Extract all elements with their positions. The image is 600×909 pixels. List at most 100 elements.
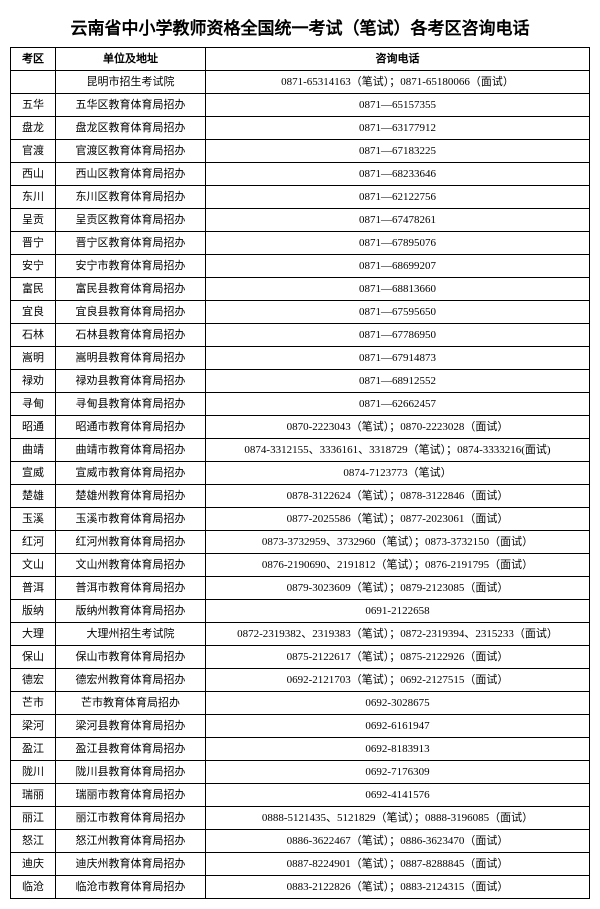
table-row: 德宏德宏州教育体育局招办0692-2121703（笔试）；0692-212751… [11,669,590,692]
cell-unit: 芒市教育体育局招办 [56,692,206,715]
cell-area: 安宁 [11,255,56,278]
table-row: 怒江怒江州教育体育局招办0886-3622467（笔试）；0886-362347… [11,830,590,853]
cell-area [11,71,56,94]
cell-unit: 红河州教育体育局招办 [56,531,206,554]
cell-area: 曲靖 [11,439,56,462]
cell-area: 陇川 [11,761,56,784]
cell-phone: 0874-3312155、3336161、3318729（笔试）；0874-33… [206,439,590,462]
header-area: 考区 [11,48,56,71]
cell-area: 宣威 [11,462,56,485]
cell-unit: 梁河县教育体育局招办 [56,715,206,738]
cell-unit: 玉溪市教育体育局招办 [56,508,206,531]
cell-phone: 0876-2190690、2191812（笔试）；0876-2191795（面试… [206,554,590,577]
cell-area: 怒江 [11,830,56,853]
table-row: 版纳版纳州教育体育局招办0691-2122658 [11,600,590,623]
table-row: 保山保山市教育体育局招办0875-2122617（笔试）；0875-212292… [11,646,590,669]
table-row: 大理大理州招生考试院0872-2319382、2319383（笔试）；0872-… [11,623,590,646]
table-row: 官渡官渡区教育体育局招办0871—67183225 [11,140,590,163]
header-unit: 单位及地址 [56,48,206,71]
table-row: 瑞丽瑞丽市教育体育局招办0692-4141576 [11,784,590,807]
table-row: 文山文山州教育体育局招办0876-2190690、2191812（笔试）；087… [11,554,590,577]
cell-area: 晋宁 [11,232,56,255]
cell-area: 芒市 [11,692,56,715]
table-row: 寻甸寻甸县教育体育局招办0871—62662457 [11,393,590,416]
table-header-row: 考区 单位及地址 咨询电话 [11,48,590,71]
cell-phone: 0871—68912552 [206,370,590,393]
cell-phone: 0692-4141576 [206,784,590,807]
table-row: 禄劝禄劝县教育体育局招办0871—68912552 [11,370,590,393]
table-row: 西山西山区教育体育局招办0871—68233646 [11,163,590,186]
cell-unit: 迪庆州教育体育局招办 [56,853,206,876]
cell-area: 德宏 [11,669,56,692]
table-row: 五华五华区教育体育局招办0871—65157355 [11,94,590,117]
cell-area: 盈江 [11,738,56,761]
cell-unit: 怒江州教育体育局招办 [56,830,206,853]
cell-phone: 0875-2122617（笔试）；0875-2122926（面试） [206,646,590,669]
cell-phone: 0692-2121703（笔试）；0692-2127515（面试） [206,669,590,692]
cell-area: 嵩明 [11,347,56,370]
cell-unit: 昭通市教育体育局招办 [56,416,206,439]
cell-phone: 0871—63177912 [206,117,590,140]
cell-phone: 0871—67786950 [206,324,590,347]
cell-area: 迪庆 [11,853,56,876]
table-row: 盈江盈江县教育体育局招办0692-8183913 [11,738,590,761]
cell-unit: 安宁市教育体育局招办 [56,255,206,278]
table-row: 东川东川区教育体育局招办0871—62122756 [11,186,590,209]
table-row: 宣威宣威市教育体育局招办0874-7123773（笔试） [11,462,590,485]
cell-phone: 0871—67183225 [206,140,590,163]
cell-unit: 陇川县教育体育局招办 [56,761,206,784]
cell-phone: 0886-3622467（笔试）；0886-3623470（面试） [206,830,590,853]
table-row: 红河红河州教育体育局招办0873-3732959、3732960（笔试）；087… [11,531,590,554]
cell-phone: 0887-8224901（笔试）；0887-8288845（面试） [206,853,590,876]
cell-unit: 富民县教育体育局招办 [56,278,206,301]
cell-area: 文山 [11,554,56,577]
cell-unit: 盈江县教育体育局招办 [56,738,206,761]
cell-unit: 禄劝县教育体育局招办 [56,370,206,393]
table-row: 安宁安宁市教育体育局招办0871—68699207 [11,255,590,278]
cell-unit: 官渡区教育体育局招办 [56,140,206,163]
contact-table: 考区 单位及地址 咨询电话 昆明市招生考试院0871-65314163（笔试）；… [10,47,590,899]
table-row: 芒市芒市教育体育局招办0692-3028675 [11,692,590,715]
table-row: 丽江丽江市教育体育局招办0888-5121435、5121829（笔试）；088… [11,807,590,830]
cell-phone: 0692-6161947 [206,715,590,738]
cell-unit: 五华区教育体育局招办 [56,94,206,117]
cell-area: 红河 [11,531,56,554]
cell-unit: 大理州招生考试院 [56,623,206,646]
table-row: 昭通昭通市教育体育局招办0870-2223043（笔试）；0870-222302… [11,416,590,439]
cell-area: 楚雄 [11,485,56,508]
cell-unit: 普洱市教育体育局招办 [56,577,206,600]
cell-phone: 0871—68813660 [206,278,590,301]
cell-area: 玉溪 [11,508,56,531]
cell-unit: 石林县教育体育局招办 [56,324,206,347]
cell-unit: 保山市教育体育局招办 [56,646,206,669]
cell-area: 东川 [11,186,56,209]
cell-area: 石林 [11,324,56,347]
cell-phone: 0692-3028675 [206,692,590,715]
table-row: 呈贡呈贡区教育体育局招办0871—67478261 [11,209,590,232]
cell-phone: 0871—62122756 [206,186,590,209]
cell-phone: 0879-3023609（笔试）；0879-2123085（面试） [206,577,590,600]
cell-unit: 文山州教育体育局招办 [56,554,206,577]
table-row: 晋宁晋宁区教育体育局招办0871—67895076 [11,232,590,255]
cell-area: 富民 [11,278,56,301]
cell-area: 普洱 [11,577,56,600]
table-row: 富民富民县教育体育局招办0871—68813660 [11,278,590,301]
cell-area: 宜良 [11,301,56,324]
table-row: 临沧临沧市教育体育局招办0883-2122826（笔试）；0883-212431… [11,876,590,899]
cell-phone: 0874-7123773（笔试） [206,462,590,485]
cell-unit: 临沧市教育体育局招办 [56,876,206,899]
cell-phone: 0871—67895076 [206,232,590,255]
cell-area: 梁河 [11,715,56,738]
table-row: 陇川陇川县教育体育局招办0692-7176309 [11,761,590,784]
cell-phone: 0878-3122624（笔试）；0878-3122846（面试） [206,485,590,508]
table-row: 石林石林县教育体育局招办0871—67786950 [11,324,590,347]
table-row: 梁河梁河县教育体育局招办0692-6161947 [11,715,590,738]
cell-area: 寻甸 [11,393,56,416]
cell-area: 呈贡 [11,209,56,232]
cell-area: 临沧 [11,876,56,899]
cell-unit: 西山区教育体育局招办 [56,163,206,186]
cell-unit: 东川区教育体育局招办 [56,186,206,209]
table-row: 盘龙盘龙区教育体育局招办0871—63177912 [11,117,590,140]
cell-unit: 版纳州教育体育局招办 [56,600,206,623]
table-row: 曲靖曲靖市教育体育局招办0874-3312155、3336161、3318729… [11,439,590,462]
